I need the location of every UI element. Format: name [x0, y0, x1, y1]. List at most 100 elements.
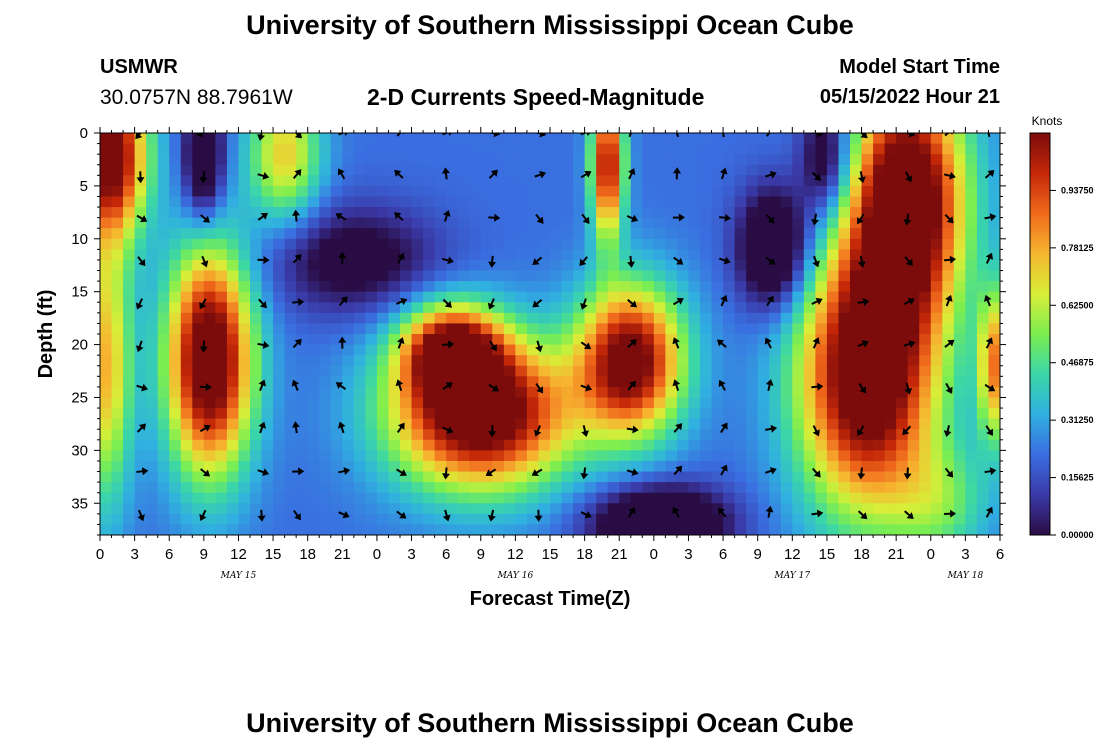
- heatmap-cell: [180, 133, 193, 145]
- heatmap-cell: [665, 365, 678, 377]
- heatmap-cell: [757, 365, 770, 377]
- heatmap-cell: [296, 513, 309, 526]
- heatmap-cell: [180, 302, 193, 314]
- heatmap-cell: [642, 460, 655, 473]
- heatmap-cell: [723, 471, 736, 483]
- heatmap-cell: [573, 228, 586, 240]
- heatmap-cell: [653, 259, 666, 272]
- heatmap-cell: [780, 471, 793, 483]
- heatmap-cell: [526, 386, 540, 399]
- y-tick-label: 0: [80, 125, 88, 142]
- heatmap-cell: [480, 238, 493, 250]
- heatmap-cell: [100, 291, 113, 303]
- heatmap-cell: [757, 355, 770, 367]
- heatmap-cell: [584, 302, 597, 314]
- heatmap-cell: [250, 312, 263, 325]
- heatmap-cell: [100, 503, 113, 515]
- heatmap-cell: [400, 175, 413, 187]
- heatmap-cell: [376, 386, 390, 399]
- heatmap-cell: [792, 302, 805, 314]
- heatmap-cell: [238, 175, 251, 187]
- heatmap-cell: [180, 259, 193, 272]
- heatmap-cell: [342, 207, 355, 219]
- heatmap-cell: [400, 482, 413, 494]
- current-arrow: [196, 133, 208, 138]
- heatmap-cell: [157, 524, 170, 535]
- heatmap-cell: [123, 312, 136, 325]
- heatmap-cell: [434, 217, 447, 229]
- heatmap-cell: [826, 185, 840, 198]
- heatmap-cell: [965, 185, 978, 198]
- heatmap-cell: [100, 249, 113, 261]
- heatmap-cell: [676, 376, 690, 388]
- heatmap-cell: [434, 175, 447, 187]
- heatmap-cell: [296, 397, 309, 409]
- heatmap-cell: [180, 143, 193, 155]
- heatmap-cell: [688, 418, 701, 430]
- current-arrow: [672, 506, 680, 518]
- heatmap-cell: [630, 281, 643, 293]
- heatmap-cell: [561, 175, 574, 187]
- heatmap-cell: [561, 133, 574, 145]
- heatmap-cell: [746, 207, 759, 219]
- heatmap-cell: [550, 365, 563, 377]
- heatmap-cell: [296, 143, 309, 155]
- heatmap-cell: [550, 143, 563, 155]
- heatmap-cell: [307, 217, 320, 229]
- heatmap-cell: [988, 471, 1000, 483]
- heatmap-cell: [976, 143, 990, 155]
- heatmap-cell: [976, 270, 990, 282]
- heatmap-cell: [711, 418, 724, 430]
- heatmap-cell: [850, 460, 863, 473]
- heatmap-cell: [619, 418, 632, 430]
- heatmap-cell: [746, 217, 759, 229]
- heatmap-cell: [526, 408, 540, 420]
- current-arrow: [487, 509, 496, 522]
- heatmap-cell: [861, 185, 874, 198]
- heatmap-cell: [780, 228, 793, 240]
- heatmap-cell: [780, 312, 793, 325]
- heatmap-cell: [838, 270, 851, 282]
- heatmap-cell: [584, 238, 597, 250]
- heatmap-cell: [261, 397, 274, 409]
- heatmap-cell: [330, 386, 343, 399]
- heatmap-cell: [965, 259, 978, 272]
- heatmap-cell: [446, 207, 459, 219]
- heatmap-cell: [123, 238, 136, 250]
- x-tick-label: 15: [819, 546, 836, 563]
- heatmap-cell: [238, 164, 251, 176]
- heatmap-cell: [376, 524, 390, 535]
- heatmap-cell: [111, 482, 124, 494]
- heatmap-cell: [769, 270, 782, 282]
- heatmap-cell: [676, 429, 690, 441]
- heatmap-cell: [203, 492, 216, 504]
- heatmap-cell: [850, 249, 863, 261]
- heatmap-cell: [319, 281, 332, 293]
- heatmap-cell: [215, 281, 228, 293]
- current-arrow: [984, 467, 997, 476]
- heatmap-cell: [711, 175, 724, 187]
- heatmap-cell: [873, 492, 886, 504]
- heatmap-cell: [503, 185, 516, 198]
- heatmap-cell: [907, 408, 920, 420]
- heatmap-cell: [907, 450, 920, 462]
- heatmap-cell: [342, 249, 355, 261]
- heatmap-cell: [434, 334, 447, 346]
- heatmap-cell: [169, 513, 182, 526]
- heatmap-cell: [492, 154, 505, 166]
- heatmap-cell: [330, 196, 343, 208]
- heatmap-cell: [146, 312, 159, 325]
- heatmap-cell: [411, 439, 424, 451]
- heatmap-cell: [757, 259, 770, 272]
- heatmap-cell: [550, 196, 563, 208]
- heatmap-cell: [342, 513, 355, 526]
- heatmap-cell: [803, 386, 816, 399]
- heatmap-cell: [307, 334, 320, 346]
- heatmap-cell: [584, 312, 597, 325]
- heatmap-cell: [711, 281, 724, 293]
- heatmap-cell: [988, 207, 1000, 219]
- current-arrow: [943, 425, 952, 437]
- heatmap-cell: [596, 164, 609, 176]
- heatmap-cell: [423, 154, 436, 166]
- heatmap-cell: [757, 196, 770, 208]
